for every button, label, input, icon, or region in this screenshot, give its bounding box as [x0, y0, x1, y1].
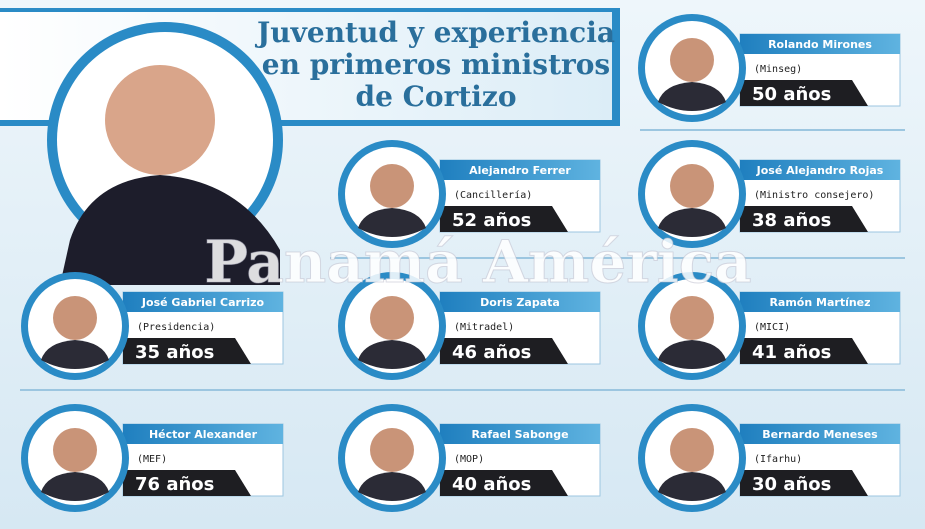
- age-box: [440, 338, 568, 364]
- age-box: [740, 470, 868, 496]
- photo-head: [370, 296, 414, 340]
- minister-role: (Ifarhu): [754, 454, 802, 465]
- president-portrait: [47, 22, 283, 285]
- photo-body: [41, 472, 109, 501]
- minister-card: Héctor Alexander (MEF) 76 años: [21, 404, 284, 512]
- photo-head: [370, 164, 414, 208]
- minister-role: (Presidencia): [137, 322, 215, 333]
- minister-age: 52 años: [452, 210, 531, 231]
- minister-age: 46 años: [452, 342, 531, 363]
- minister-name: Doris Zapata: [480, 296, 560, 309]
- age-box: [740, 206, 868, 232]
- photo-body: [658, 472, 726, 501]
- name-bar: [123, 292, 283, 312]
- minister-card: Bernardo Meneses (Ifarhu) 30 años: [638, 404, 901, 512]
- title-line: Juventud y experiencia: [254, 16, 615, 49]
- minister-age: 76 años: [135, 474, 214, 495]
- minister-age: 30 años: [752, 474, 831, 495]
- minister-card: Rolando Mirones (Minseg) 50 años: [638, 14, 901, 122]
- photo-head: [370, 428, 414, 472]
- photo-head: [670, 38, 714, 82]
- photo-body: [358, 208, 426, 237]
- title-line: de Cortizo: [356, 80, 517, 113]
- minister-name: Rolando Mirones: [768, 38, 872, 51]
- minister-role: (MOP): [454, 454, 484, 465]
- minister-role: (MICI): [754, 322, 790, 333]
- minister-age: 38 años: [752, 210, 831, 231]
- age-box: [740, 80, 868, 106]
- age-box: [123, 338, 251, 364]
- minister-card: Ramón Martínez (MICI) 41 años: [638, 272, 901, 380]
- photo-body: [358, 472, 426, 501]
- minister-role: (Cancillería): [454, 189, 532, 201]
- minister-role: (Ministro consejero): [754, 190, 874, 201]
- minister-name: José Gabriel Carrizo: [141, 296, 265, 309]
- name-bar: [740, 292, 900, 312]
- age-box: [740, 338, 868, 364]
- minister-name: José Alejandro Rojas: [756, 164, 884, 177]
- photo-body: [658, 208, 726, 237]
- minister-card: Doris Zapata (Mitradel) 46 años: [338, 272, 601, 380]
- age-box: [440, 206, 568, 232]
- minister-card: José Gabriel Carrizo (Presidencia) 35 años: [21, 272, 284, 380]
- name-bar: [440, 292, 600, 312]
- photo-head: [53, 428, 97, 472]
- name-bar: [740, 160, 900, 180]
- photo-head: [670, 296, 714, 340]
- minister-age: 35 años: [135, 342, 214, 363]
- minister-role: (Minseg): [754, 64, 802, 75]
- minister-name: Héctor Alexander: [149, 428, 258, 441]
- watermark: Panamá América: [204, 228, 751, 296]
- photo-body: [358, 340, 426, 369]
- minister-card: Alejandro Ferrer (Cancillería) 52 años: [338, 140, 601, 248]
- name-bar: [740, 34, 900, 54]
- minister-role: (Mitradel): [454, 322, 514, 333]
- cards: Rolando Mirones (Minseg) 50 años Alejandro …: [21, 14, 901, 512]
- name-bar: [440, 160, 600, 180]
- minister-age: 50 años: [752, 84, 831, 105]
- name-bar: [440, 424, 600, 444]
- minister-age: 41 años: [752, 342, 831, 363]
- portrait-body: [60, 175, 280, 285]
- title-line: en primeros ministros: [262, 48, 610, 81]
- photo-head: [670, 164, 714, 208]
- photo-head: [53, 296, 97, 340]
- minister-name: Bernardo Meneses: [762, 428, 878, 441]
- age-box: [123, 470, 251, 496]
- portrait-head: [105, 65, 215, 175]
- minister-name: Rafael Sabonge: [471, 428, 568, 441]
- photo-body: [41, 340, 109, 369]
- age-box: [440, 470, 568, 496]
- photo-body: [658, 340, 726, 369]
- photo-body: [658, 82, 726, 111]
- photo-head: [670, 428, 714, 472]
- minister-name: Alejandro Ferrer: [469, 164, 571, 177]
- minister-card: José Alejandro Rojas (Ministro consejero)…: [638, 140, 901, 248]
- minister-age: 40 años: [452, 474, 531, 495]
- minister-card: Rafael Sabonge (MOP) 40 años: [338, 404, 601, 512]
- name-bar: [740, 424, 900, 444]
- minister-role: (MEF): [137, 454, 167, 465]
- name-bar: [123, 424, 283, 444]
- minister-name: Ramón Martínez: [769, 296, 870, 309]
